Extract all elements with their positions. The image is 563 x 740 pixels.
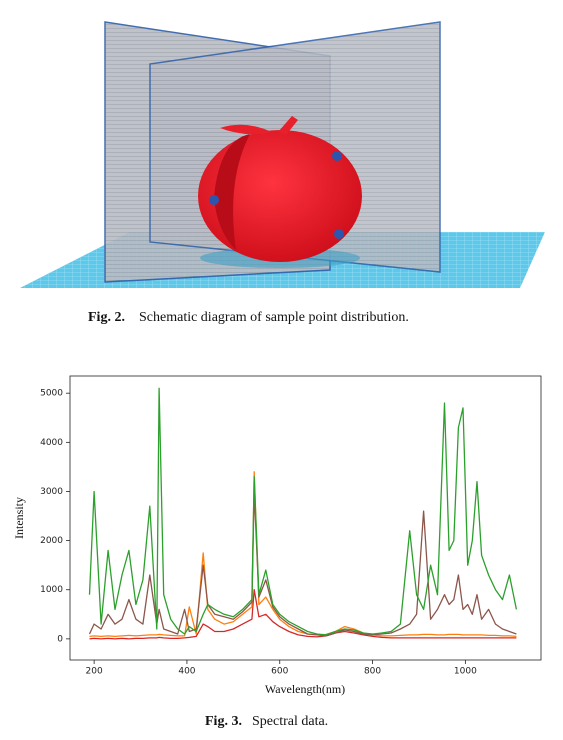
y-tick-label: 3000 [40, 487, 63, 497]
schematic-illustration [20, 21, 545, 288]
figure-label: Fig. 3. [205, 714, 242, 729]
leaf [220, 124, 272, 135]
y-tick-label: 1000 [40, 585, 63, 595]
sample-point [332, 151, 342, 161]
x-tick-label: 800 [364, 667, 381, 677]
stem [278, 116, 298, 135]
x-tick-label: 600 [271, 667, 288, 677]
spectrum-line [89, 471, 517, 638]
plot-frame [69, 375, 542, 661]
x-tick-label: 400 [178, 667, 195, 677]
apple [198, 130, 362, 262]
figure-label: Fig. 2. [88, 310, 125, 325]
x-tick-label: 1000 [454, 667, 477, 677]
y-axis-label: Intensity [12, 497, 26, 539]
y-tick-label: 2000 [40, 536, 63, 546]
y-tick-label: 0 [57, 634, 63, 644]
spectrum-line [89, 589, 517, 640]
x-axis-label: Wavelength(nm) [265, 682, 345, 696]
sample-point [209, 195, 219, 205]
y-tick-label: 4000 [40, 438, 63, 448]
x-tick-label: 200 [86, 667, 103, 677]
figure-caption: Schematic diagram of sample point distri… [139, 310, 409, 325]
y-tick-label: 5000 [40, 389, 63, 399]
apple-side [214, 134, 250, 250]
sample-point [334, 229, 344, 239]
spectrum-line [88, 387, 518, 636]
figure-caption: Spectral data. [252, 714, 328, 729]
